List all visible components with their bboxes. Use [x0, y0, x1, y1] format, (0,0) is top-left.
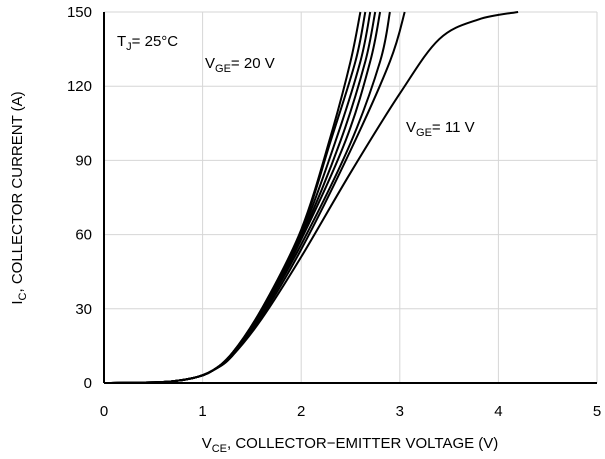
annotation-vge-20: VGE= 20 V	[205, 55, 275, 75]
tick-labels: 0 1 2 3 4 5 0 30 60 90 120 150	[67, 4, 601, 420]
gridlines	[104, 11, 598, 383]
y-tick-label: 90	[75, 152, 92, 169]
y-tick-label: 150	[67, 4, 92, 21]
x-tick-label: 5	[593, 403, 601, 420]
y-tick-label: 0	[84, 375, 92, 392]
x-tick-label: 0	[100, 403, 108, 420]
y-axis-title: IC, COLLECTOR CURRENT (A)	[9, 91, 29, 304]
x-tick-label: 4	[494, 403, 502, 420]
x-tick-label: 1	[198, 403, 206, 420]
axes	[103, 12, 597, 384]
x-axis-title: VCE, COLLECTOR−EMITTER VOLTAGE (V)	[202, 435, 499, 455]
y-tick-label: 120	[67, 78, 92, 95]
y-tick-label: 60	[75, 227, 92, 244]
series-lines	[103, 11, 519, 384]
series-line-8	[103, 11, 519, 384]
y-tick-label: 30	[75, 301, 92, 318]
x-tick-label: 3	[396, 403, 404, 420]
annotation-tj: TJ= 25°C	[117, 33, 178, 53]
annotation-vge-11: VGE= 11 V	[406, 119, 475, 139]
x-tick-label: 2	[297, 403, 305, 420]
